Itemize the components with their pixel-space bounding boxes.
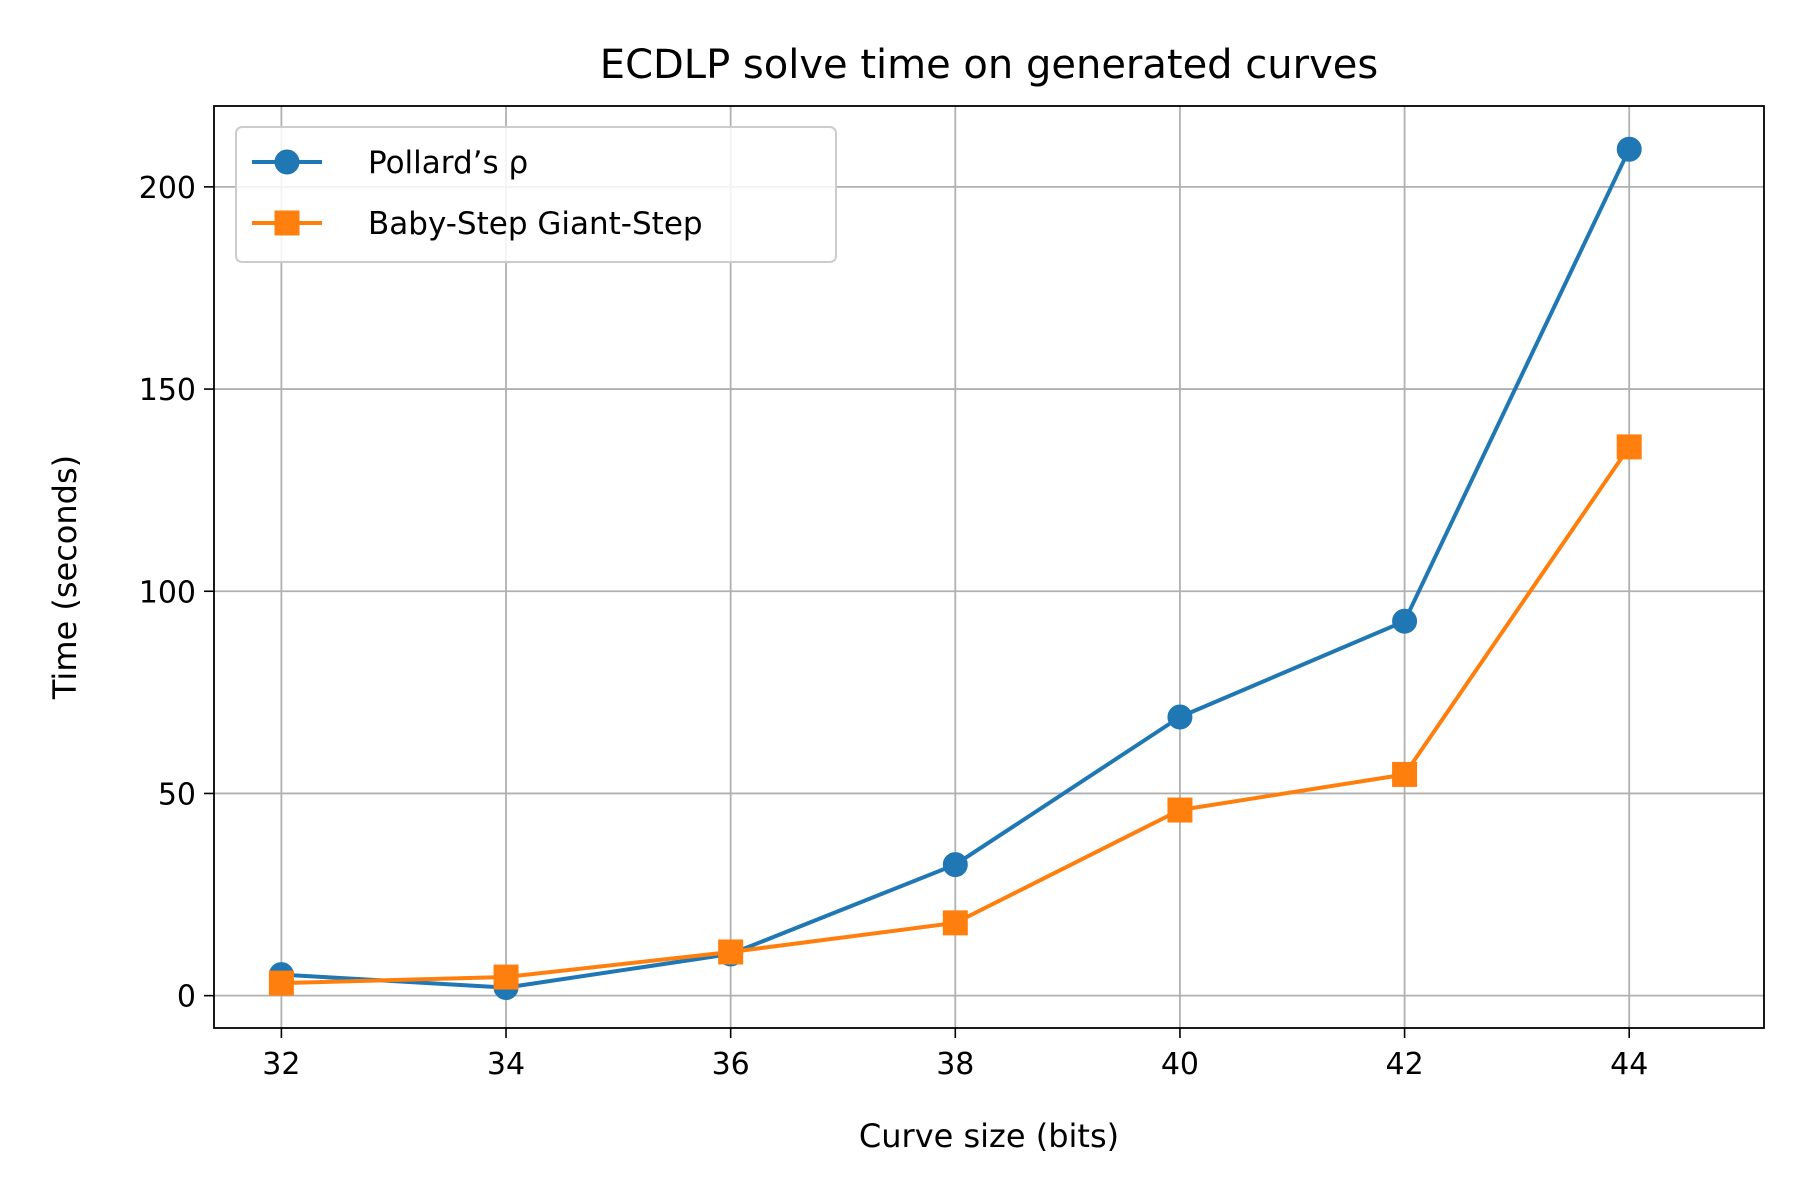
x-tick-label: 38 xyxy=(936,1047,974,1082)
legend: Pollard’s ρ Baby-Step Giant-Step xyxy=(235,126,837,263)
x-tick-label: 42 xyxy=(1385,1047,1423,1082)
data-point-baby-step-giant-step xyxy=(493,964,519,990)
plot-frame xyxy=(213,105,1765,1029)
y-tick-label: 150 xyxy=(139,373,196,408)
data-point-baby-step-giant-step xyxy=(1392,761,1418,787)
y-tick-label: 50 xyxy=(158,777,196,812)
data-point-baby-step-giant-step xyxy=(268,970,294,996)
legend-label: Baby-Step Giant-Step xyxy=(368,206,703,242)
y-tick-label: 0 xyxy=(177,980,196,1015)
y-axis-ticks: 0 50 100 150 200 xyxy=(139,171,214,1015)
data-point-pollard-s xyxy=(1616,136,1642,162)
legend-item: Baby-Step Giant-Step xyxy=(252,206,703,242)
x-axis-ticks: 32 34 36 38 40 42 44 xyxy=(262,1028,1648,1082)
legend-marker xyxy=(274,149,300,175)
chart-title: ECDLP solve time on generated curves xyxy=(600,42,1378,88)
data-point-pollard-s xyxy=(1392,608,1418,634)
data-point-baby-step-giant-step xyxy=(1167,797,1193,823)
x-tick-label: 36 xyxy=(712,1047,750,1082)
y-tick-label: 200 xyxy=(139,171,196,206)
data-point-pollard-s xyxy=(942,852,968,878)
legend-label: Pollard’s ρ xyxy=(368,145,528,181)
legend-item: Pollard’s ρ xyxy=(252,145,528,181)
data-point-baby-step-giant-step xyxy=(718,939,744,965)
legend-marker xyxy=(274,210,300,236)
y-tick-label: 100 xyxy=(139,575,196,610)
data-point-baby-step-giant-step xyxy=(1616,434,1642,460)
data-point-baby-step-giant-step xyxy=(942,910,968,936)
x-axis-label: Curve size (bits) xyxy=(859,1117,1119,1155)
legend-box xyxy=(235,126,837,263)
series-baby-step-giant-step xyxy=(268,434,1642,996)
series-layer xyxy=(268,136,1642,1001)
y-axis-label: Time (seconds) xyxy=(46,455,84,700)
x-tick-label: 32 xyxy=(262,1047,300,1082)
x-tick-label: 34 xyxy=(487,1047,525,1082)
x-tick-label: 44 xyxy=(1610,1047,1648,1082)
data-point-pollard-s xyxy=(1167,704,1193,730)
x-tick-label: 40 xyxy=(1161,1047,1199,1082)
